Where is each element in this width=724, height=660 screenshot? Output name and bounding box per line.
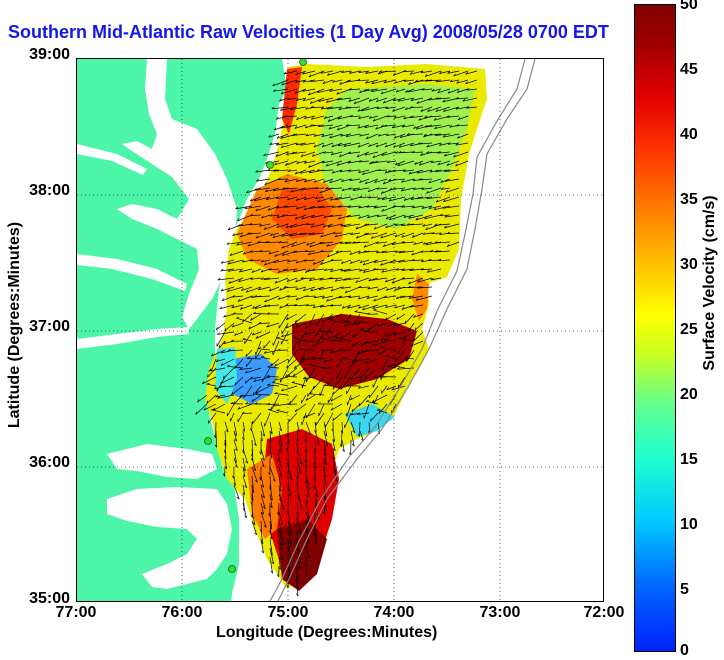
y-axis-label: Latitude (Degrees:Minutes) bbox=[6, 210, 24, 440]
velocity-arrow-head bbox=[302, 385, 303, 388]
velocity-arrow bbox=[259, 323, 270, 324]
map-canvas bbox=[77, 59, 604, 602]
velocity-arrow-head bbox=[364, 415, 365, 418]
velocity-arrow bbox=[279, 503, 280, 515]
colorbar-tick: 15 bbox=[680, 451, 720, 469]
x-tick-label: 77:00 bbox=[46, 604, 106, 622]
velocity-arrow bbox=[288, 404, 297, 405]
velocity-arrow-head bbox=[382, 368, 383, 371]
y-tick-label: 38:00 bbox=[18, 182, 70, 200]
x-tick-label: 72:00 bbox=[574, 604, 634, 622]
colorbar-tick: 5 bbox=[680, 581, 720, 599]
map-title: Southern Mid-Atlantic Raw Velocities (1 … bbox=[8, 22, 609, 43]
velocity-arrow bbox=[332, 341, 342, 342]
colorbar-tick: 50 bbox=[680, 0, 720, 14]
velocity-arrow bbox=[216, 323, 225, 330]
radar-site-marker[interactable] bbox=[205, 438, 212, 445]
velocity-arrow-head bbox=[354, 373, 355, 376]
velocity-arrow-head bbox=[347, 402, 348, 405]
colorbar bbox=[634, 4, 676, 652]
x-tick-label: 74:00 bbox=[364, 604, 424, 622]
velocity-arrow-head bbox=[379, 411, 380, 414]
velocity-arrow bbox=[324, 386, 333, 387]
velocity-arrow bbox=[267, 404, 279, 405]
x-tick-label: 75:00 bbox=[258, 604, 318, 622]
velocity-arrow-head bbox=[252, 421, 253, 424]
velocity-arrow bbox=[359, 197, 369, 198]
y-tick-label: 37:00 bbox=[18, 318, 70, 336]
x-tick-label: 73:00 bbox=[470, 604, 530, 622]
x-tick-label: 76:00 bbox=[152, 604, 212, 622]
x-axis-label: Longitude (Degrees:Minutes) bbox=[216, 624, 437, 642]
radar-site-marker[interactable] bbox=[300, 59, 307, 66]
colorbar-tick: 0 bbox=[680, 642, 720, 660]
velocity-arrow-head bbox=[302, 422, 303, 425]
velocity-arrow bbox=[278, 179, 288, 180]
colorbar-tick: 10 bbox=[680, 516, 720, 534]
radar-site-marker[interactable] bbox=[229, 566, 236, 573]
colorbar-tick: 40 bbox=[680, 126, 720, 144]
colorbar-label: Surface Velocity (cm/s) bbox=[701, 163, 719, 403]
y-tick-label: 39:00 bbox=[18, 46, 70, 64]
velocity-arrow bbox=[306, 224, 315, 225]
colorbar-tick: 45 bbox=[680, 61, 720, 79]
radar-site-marker[interactable] bbox=[267, 162, 274, 169]
y-tick-label: 36:00 bbox=[18, 454, 70, 472]
velocity-map[interactable] bbox=[76, 58, 604, 602]
velocity-arrow bbox=[315, 188, 324, 189]
